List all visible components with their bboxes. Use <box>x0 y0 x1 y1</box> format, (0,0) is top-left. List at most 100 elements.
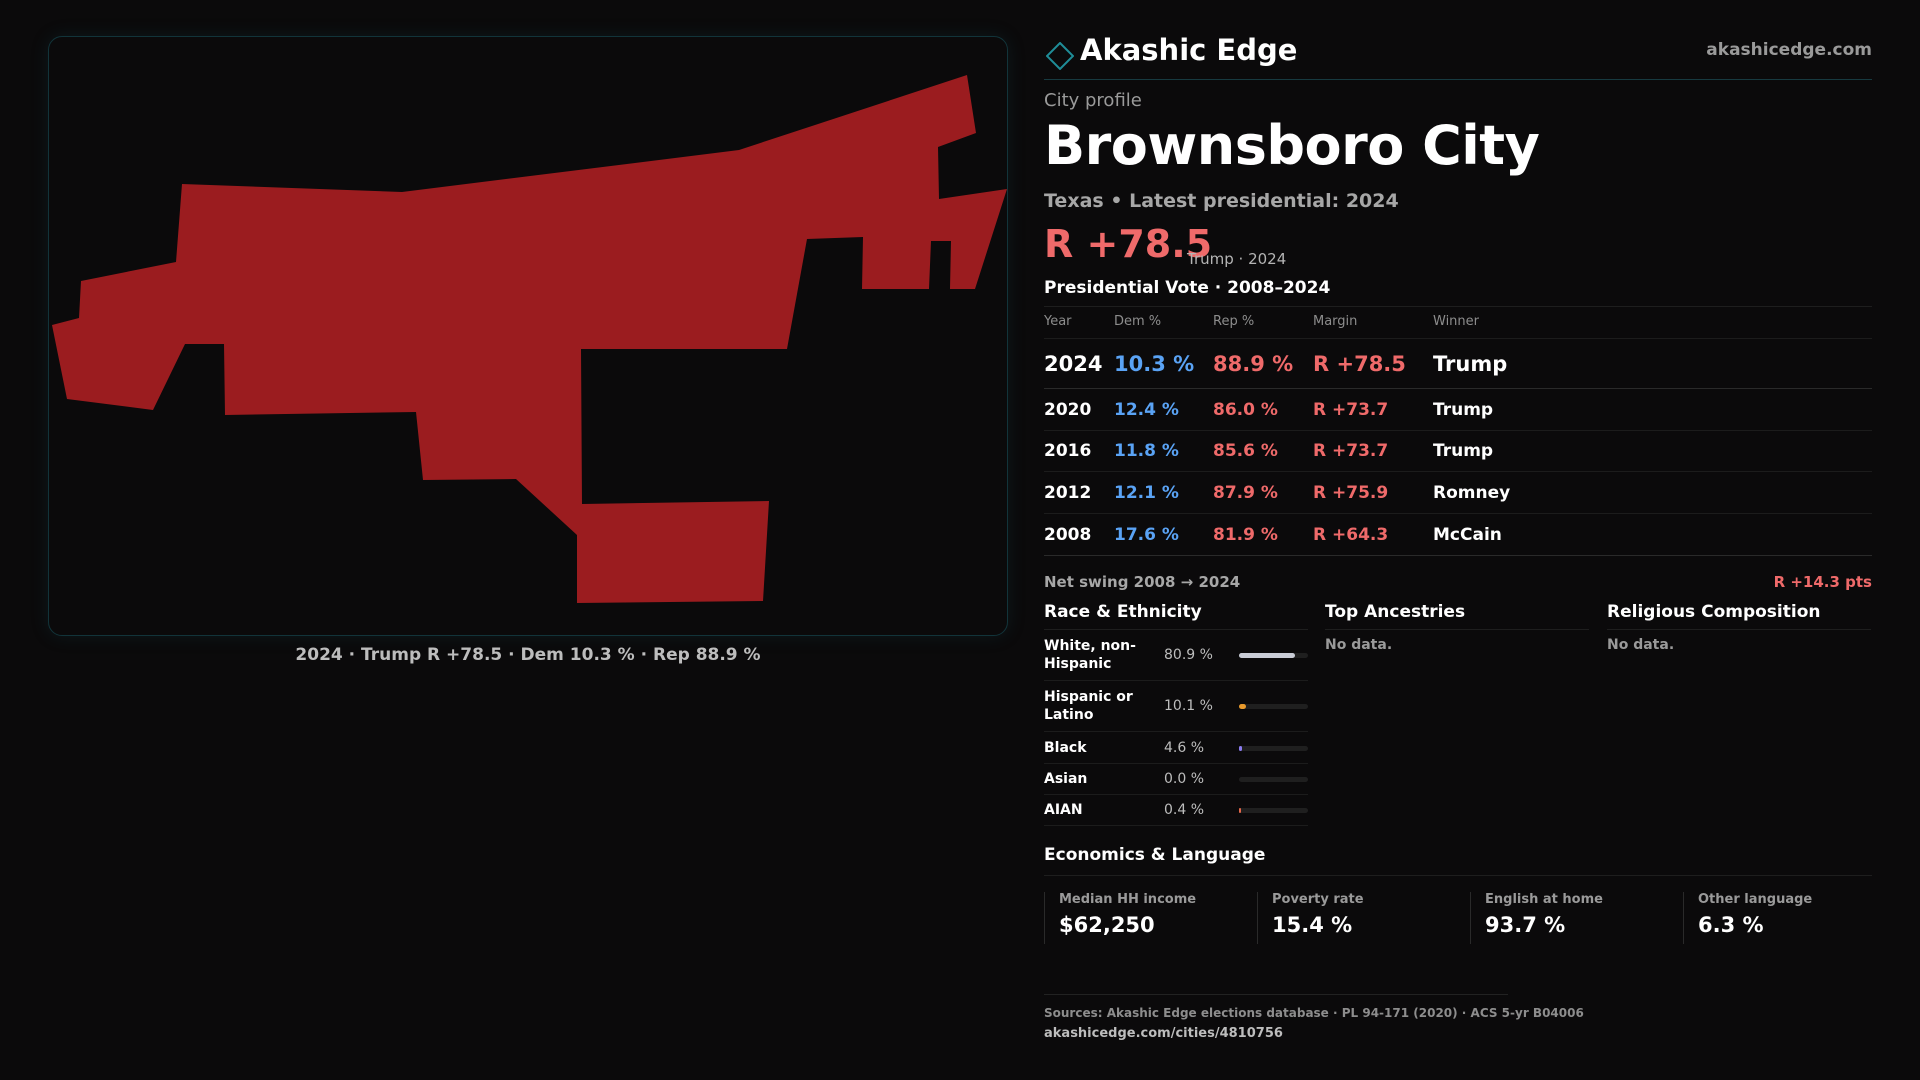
cell-rep: 88.9 % <box>1213 351 1294 376</box>
cell-margin: R +73.7 <box>1313 399 1389 420</box>
stat-card-other-language: Other language 6.3 % <box>1683 892 1890 944</box>
race-row: Black 4.6 % <box>1044 732 1308 764</box>
vote-section-title: Presidential Vote · 2008–2024 <box>1044 278 1331 298</box>
cell-winner: Trump <box>1433 351 1508 376</box>
city-page-link[interactable]: akashicedge.com/cities/4810756 <box>1044 1026 1283 1041</box>
brand-site-link[interactable]: akashicedge.com <box>1706 40 1872 60</box>
ancestries-section: Top Ancestries No data. <box>1325 602 1589 653</box>
cell-margin: R +73.7 <box>1313 441 1389 461</box>
stat-label: English at home <box>1485 892 1603 907</box>
vote-table-header: Year Dem % Rep % Margin Winner <box>1044 314 1872 338</box>
header-margin: Margin <box>1313 314 1358 329</box>
header-year: Year <box>1044 314 1072 329</box>
stat-label: Median HH income <box>1059 892 1197 907</box>
diamond-outline-icon[interactable] <box>1045 41 1075 74</box>
latest-margin-note: Trump · 2024 <box>1187 250 1287 268</box>
race-label: White, non-Hispanic <box>1044 638 1136 672</box>
cell-year: 2020 <box>1044 399 1092 420</box>
divider <box>1044 306 1872 307</box>
race-bar-fill <box>1239 745 1243 751</box>
cell-year: 2008 <box>1044 524 1092 545</box>
cell-winner: Trump <box>1433 399 1494 420</box>
divider <box>1044 875 1872 876</box>
race-bar-fill <box>1239 653 1295 658</box>
cell-dem: 10.3 % <box>1114 351 1195 376</box>
race-row: Asian 0.0 % <box>1044 764 1308 795</box>
header-rep: Rep % <box>1213 314 1255 329</box>
race-label: AIAN <box>1044 802 1083 818</box>
net-swing-label: Net swing 2008 → 2024 <box>1044 573 1241 591</box>
race-bar-fill <box>1239 704 1246 709</box>
divider <box>1044 994 1508 995</box>
cell-margin: R +78.5 <box>1313 351 1406 376</box>
stat-label: Other language <box>1698 892 1813 907</box>
race-bar-track <box>1239 745 1308 751</box>
stat-card-median-income: Median HH income $62,250 <box>1044 892 1251 944</box>
religion-section-title: Religious Composition <box>1607 602 1871 630</box>
page-kicker: City profile <box>1044 90 1142 111</box>
race-pct: 0.4 % <box>1164 802 1205 818</box>
stat-value: 15.4 % <box>1272 913 1353 937</box>
cell-dem: 12.1 % <box>1114 482 1179 503</box>
stat-label: Poverty rate <box>1272 892 1364 907</box>
cell-dem: 12.4 % <box>1114 399 1179 420</box>
ancestries-section-title: Top Ancestries <box>1325 602 1589 630</box>
race-section-title: Race & Ethnicity <box>1044 602 1308 630</box>
cell-margin: R +75.9 <box>1313 482 1389 503</box>
table-row: 2016 11.8 % 85.6 % R +73.7 Trump <box>1044 430 1872 471</box>
cell-year: 2024 <box>1044 351 1103 376</box>
race-pct: 80.9 % <box>1164 647 1213 663</box>
table-row: 2012 12.1 % 87.9 % R +75.9 Romney <box>1044 471 1872 513</box>
cell-margin: R +64.3 <box>1313 524 1389 545</box>
race-pct: 10.1 % <box>1164 698 1213 714</box>
race-ethnicity-section: Race & Ethnicity White, non-Hispanic 80.… <box>1044 602 1308 826</box>
stat-value: $62,250 <box>1059 913 1155 937</box>
race-bar-track <box>1239 704 1308 709</box>
cell-dem: 11.8 % <box>1114 441 1179 461</box>
cell-year: 2016 <box>1044 441 1092 461</box>
race-row: AIAN 0.4 % <box>1044 795 1308 826</box>
economics-section-title: Economics & Language <box>1044 845 1266 865</box>
latest-margin: R +78.5 <box>1044 222 1213 266</box>
cell-rep: 85.6 % <box>1213 441 1278 461</box>
race-pct: 4.6 % <box>1164 739 1205 756</box>
stat-value: 93.7 % <box>1485 913 1566 937</box>
race-bar-track <box>1239 653 1308 658</box>
religion-empty-state: No data. <box>1607 637 1675 653</box>
race-bar-track <box>1239 808 1308 813</box>
sources-text: Sources: Akashic Edge elections database… <box>1044 1006 1584 1020</box>
religion-section: Religious Composition No data. <box>1607 602 1871 653</box>
stat-card-poverty-rate: Poverty rate 15.4 % <box>1257 892 1464 944</box>
cell-rep: 87.9 % <box>1213 482 1278 503</box>
ancestries-empty-state: No data. <box>1325 637 1393 653</box>
race-label: Hispanic or Latino <box>1044 689 1133 723</box>
brand-header: Akashic Edge akashicedge.com <box>1044 30 1872 80</box>
cell-year: 2012 <box>1044 482 1092 503</box>
race-label: Black <box>1044 739 1087 756</box>
cell-winner: Trump <box>1433 441 1494 461</box>
page-subtitle: Texas • Latest presidential: 2024 <box>1044 190 1399 212</box>
race-bar-fill <box>1239 808 1242 813</box>
header-winner: Winner <box>1433 314 1480 329</box>
city-profile-panel: Akashic Edge akashicedge.com City profil… <box>1044 0 1872 1080</box>
cell-winner: Romney <box>1433 482 1511 503</box>
cell-rep: 86.0 % <box>1213 399 1278 420</box>
cell-rep: 81.9 % <box>1213 524 1278 545</box>
brand-name[interactable]: Akashic Edge <box>1080 33 1298 67</box>
cell-winner: McCain <box>1433 524 1502 545</box>
map-caption: 2024 · Trump R +78.5 · Dem 10.3 % · Rep … <box>295 645 761 665</box>
divider <box>1044 555 1872 556</box>
race-row: Hispanic or Latino 10.1 % <box>1044 681 1308 732</box>
table-row: 2020 12.4 % 86.0 % R +73.7 Trump <box>1044 388 1872 430</box>
header-dem: Dem % <box>1114 314 1162 329</box>
city-boundary-shape <box>52 75 1007 603</box>
net-swing-value: R +14.3 pts <box>1773 573 1872 591</box>
stat-value: 6.3 % <box>1698 913 1764 937</box>
table-row: 2008 17.6 % 81.9 % R +64.3 McCain <box>1044 513 1872 555</box>
race-row: White, non-Hispanic 80.9 % <box>1044 630 1308 681</box>
race-bar-track <box>1239 777 1308 782</box>
cell-dem: 17.6 % <box>1114 524 1179 545</box>
race-label: Asian <box>1044 771 1088 787</box>
city-boundary-svg <box>52 75 1007 603</box>
table-row: 2024 10.3 % 88.9 % R +78.5 Trump <box>1044 338 1872 388</box>
